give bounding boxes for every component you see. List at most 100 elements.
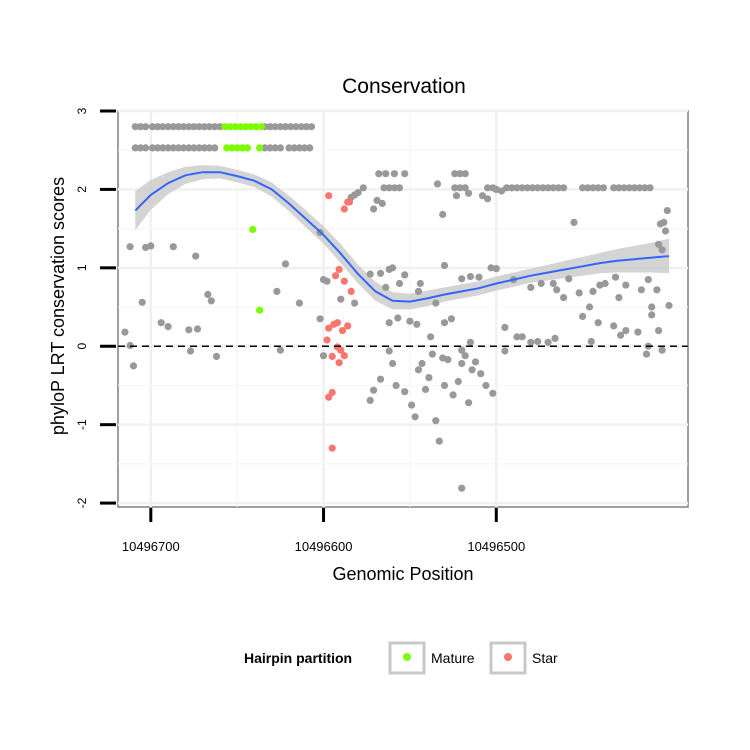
point-other [174,144,183,152]
point-other [406,317,414,325]
point-other [461,170,469,178]
point-mature [243,144,252,152]
point-other [610,184,618,192]
point-other [634,328,642,336]
point-other [354,189,362,197]
point-other [413,320,421,328]
point-other [440,261,449,270]
point-other [622,281,630,289]
point-other [186,347,195,355]
point-other [401,170,409,178]
point-other [190,144,198,152]
point-other [622,327,630,335]
point-other [477,370,485,378]
point-other [439,210,447,219]
point-other [401,388,409,396]
point-other [570,218,578,226]
point-other [489,389,497,397]
point-other [527,283,535,291]
point-other [142,123,150,131]
point-other [276,144,284,152]
point-other [656,220,665,228]
point-star [340,205,348,213]
point-other [630,184,639,192]
point-other [471,358,480,366]
point-other [385,347,393,355]
point-other [169,243,177,251]
legend-label-star: Star [532,650,558,666]
point-star [344,322,352,330]
point-other [302,123,310,131]
point-other [523,184,532,192]
point-other [433,180,442,188]
point-other [205,123,214,131]
point-other [200,123,208,131]
point-other [537,279,545,288]
point-other [611,273,620,281]
point-other [136,123,145,131]
point-other [174,123,183,131]
point-other [458,346,466,354]
point-mature [237,123,245,131]
point-other [484,195,492,203]
point-other [142,144,150,152]
point-other [432,299,440,307]
point-other [154,144,162,152]
point-mature [256,306,264,314]
legend: Hairpin partition Mature Star [244,641,558,675]
point-other [625,184,633,192]
point-other [169,144,177,152]
point-mature [221,123,229,131]
point-other [560,184,568,192]
point-other [185,123,193,131]
point-other [164,144,172,152]
point-mature [252,123,260,131]
point-other [551,334,559,342]
point-star [325,393,333,401]
x-tick-label: 10496600 [295,539,353,554]
point-other [385,265,393,273]
point-other [395,184,404,192]
point-other [458,359,466,368]
point-other [658,346,666,354]
point-other [589,287,597,295]
point-other [518,333,526,341]
point-other [266,123,274,131]
point-other [565,275,573,283]
x-tick-label: 10496700 [122,539,180,554]
point-other [620,184,628,192]
point-other [461,184,469,192]
point-other [337,295,345,303]
point-other [560,294,568,302]
confidence-ribbon [135,165,670,310]
point-other [401,271,409,279]
point-other [292,123,300,131]
point-other [382,283,390,291]
point-other [157,319,165,327]
point-other [418,359,426,368]
point-other [544,338,552,346]
point-other [195,123,203,131]
point-other [307,123,316,131]
y-tick-label: 2 [75,186,89,193]
point-other [599,184,608,192]
point-other [164,323,172,331]
point-other [492,265,500,273]
point-other [466,272,474,281]
point-other [456,184,464,192]
point-other [392,381,400,390]
point-other [421,385,430,393]
point-other [319,352,328,360]
point-star [345,198,354,206]
point-other [468,366,476,374]
point-other [584,184,592,192]
point-mature [226,123,234,131]
point-other [190,123,198,131]
point-other [465,399,473,407]
point-other [390,184,398,192]
point-other [549,279,557,288]
point-other [169,123,177,131]
point-mature [256,144,264,152]
point-other [216,123,224,131]
